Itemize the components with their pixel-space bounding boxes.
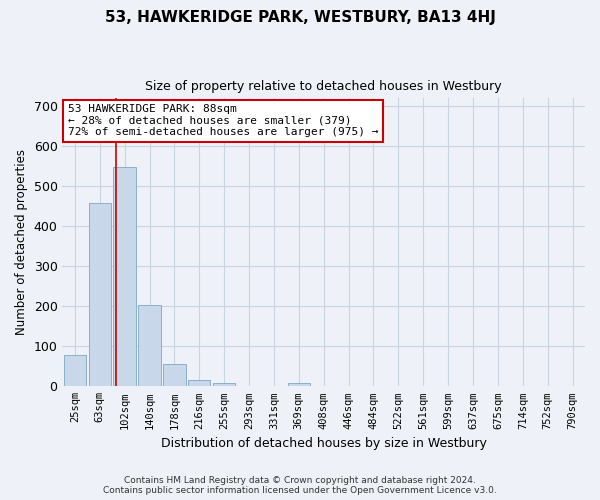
Title: Size of property relative to detached houses in Westbury: Size of property relative to detached ho… (145, 80, 502, 93)
Text: 53 HAWKERIDGE PARK: 88sqm
← 28% of detached houses are smaller (379)
72% of semi: 53 HAWKERIDGE PARK: 88sqm ← 28% of detac… (68, 104, 378, 138)
Bar (113, 167, 136, 386)
Bar (188, 380, 211, 386)
Bar (163, 364, 185, 386)
Bar (89, 203, 111, 386)
Text: 53, HAWKERIDGE PARK, WESTBURY, BA13 4HJ: 53, HAWKERIDGE PARK, WESTBURY, BA13 4HJ (104, 10, 496, 25)
X-axis label: Distribution of detached houses by size in Westbury: Distribution of detached houses by size … (161, 437, 487, 450)
Bar (213, 383, 235, 386)
Y-axis label: Number of detached properties: Number of detached properties (15, 150, 28, 336)
Bar (64, 355, 86, 386)
Bar (139, 305, 161, 386)
Text: Contains HM Land Registry data © Crown copyright and database right 2024.
Contai: Contains HM Land Registry data © Crown c… (103, 476, 497, 495)
Bar (287, 383, 310, 386)
